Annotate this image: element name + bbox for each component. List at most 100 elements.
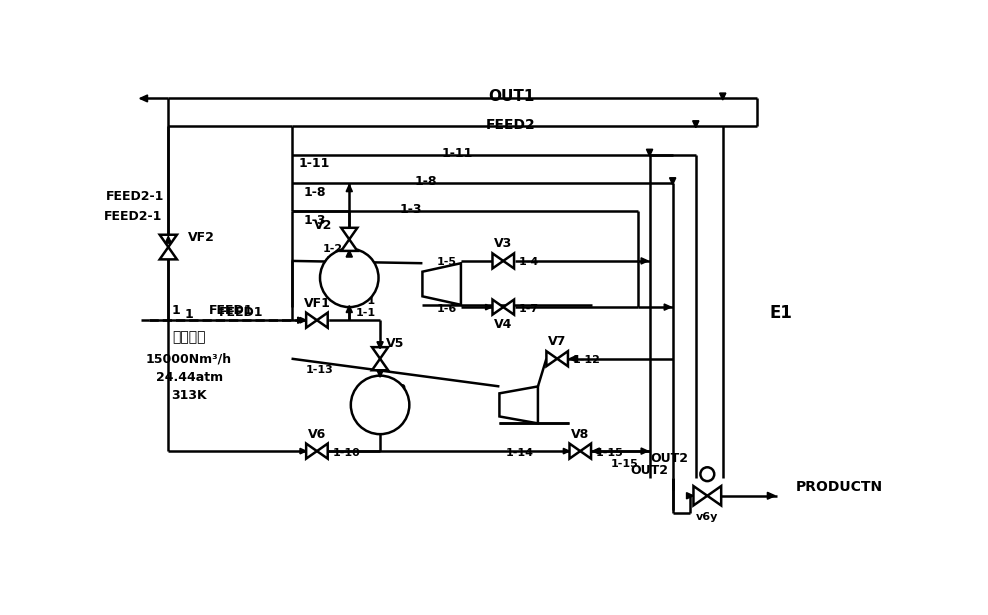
Polygon shape [140, 95, 147, 102]
Polygon shape [423, 263, 461, 305]
Polygon shape [547, 356, 553, 362]
Polygon shape [372, 359, 388, 370]
Polygon shape [569, 355, 576, 362]
Text: 1-1: 1-1 [356, 296, 375, 306]
Polygon shape [341, 239, 358, 251]
Polygon shape [346, 250, 353, 257]
Text: V6: V6 [308, 427, 326, 441]
Text: 1-12: 1-12 [573, 355, 601, 365]
Text: V8: V8 [571, 427, 590, 441]
Polygon shape [693, 121, 699, 128]
Polygon shape [346, 184, 353, 192]
Text: 1-13: 1-13 [305, 365, 333, 375]
Text: 1-11: 1-11 [442, 146, 472, 160]
Text: 24.44atm: 24.44atm [155, 371, 222, 384]
Text: V4: V4 [494, 317, 513, 330]
Polygon shape [377, 370, 383, 377]
Text: FEED2-1: FEED2-1 [106, 191, 164, 204]
Text: FEED2: FEED2 [486, 117, 535, 132]
Text: 1-15: 1-15 [611, 459, 638, 469]
Polygon shape [499, 386, 537, 423]
Text: V3: V3 [494, 237, 513, 250]
Polygon shape [563, 448, 569, 454]
Text: ET1: ET1 [426, 273, 450, 283]
Text: OUT1: OUT1 [488, 89, 535, 105]
Text: 1-14: 1-14 [506, 448, 535, 458]
Polygon shape [569, 443, 580, 459]
Text: v6y: v6y [697, 512, 718, 522]
Text: 1-15: 1-15 [596, 448, 623, 458]
Polygon shape [372, 347, 388, 359]
Text: VF1: VF1 [303, 297, 330, 310]
Text: 1-9: 1-9 [386, 384, 406, 394]
Text: 1-8: 1-8 [415, 175, 438, 188]
Text: V5: V5 [386, 337, 405, 350]
Text: BC1: BC1 [336, 271, 363, 284]
Polygon shape [492, 253, 503, 269]
Polygon shape [485, 304, 492, 310]
Polygon shape [317, 443, 328, 459]
Text: PRODUCTN: PRODUCTN [796, 480, 883, 493]
Polygon shape [503, 300, 514, 315]
Text: 1-3: 1-3 [303, 213, 326, 226]
Text: 313K: 313K [171, 389, 206, 402]
Text: 1-8: 1-8 [303, 186, 326, 199]
Polygon shape [641, 448, 648, 454]
Polygon shape [707, 486, 721, 506]
Text: OUT2: OUT2 [650, 452, 688, 466]
Text: V7: V7 [548, 335, 566, 348]
Polygon shape [646, 149, 653, 156]
Polygon shape [546, 351, 557, 367]
Polygon shape [664, 304, 671, 310]
Polygon shape [306, 443, 317, 459]
Polygon shape [503, 253, 514, 269]
Text: FEED1: FEED1 [208, 304, 253, 317]
Circle shape [320, 248, 378, 307]
Polygon shape [346, 306, 353, 312]
Polygon shape [641, 258, 648, 264]
Text: 15000Nm³/h: 15000Nm³/h [146, 352, 232, 365]
Polygon shape [160, 247, 177, 260]
Text: V2: V2 [314, 219, 332, 232]
Polygon shape [300, 317, 306, 323]
Text: BC2: BC2 [367, 399, 394, 411]
Text: FEED2-1: FEED2-1 [104, 210, 162, 223]
Polygon shape [768, 492, 775, 499]
Polygon shape [670, 178, 676, 184]
Text: 1: 1 [185, 308, 194, 320]
Polygon shape [297, 317, 304, 323]
Text: 1-3: 1-3 [399, 203, 422, 216]
Polygon shape [341, 228, 358, 239]
Polygon shape [317, 312, 328, 328]
Polygon shape [160, 235, 177, 247]
Polygon shape [165, 236, 172, 243]
Text: OUT2: OUT2 [630, 464, 669, 477]
Polygon shape [493, 258, 499, 264]
Text: 1-2: 1-2 [323, 244, 343, 255]
Polygon shape [719, 93, 726, 100]
Text: 1-10: 1-10 [332, 448, 360, 458]
Text: E1: E1 [769, 303, 792, 322]
Text: 1-5: 1-5 [437, 258, 457, 268]
Polygon shape [377, 342, 383, 349]
Text: ET2: ET2 [503, 396, 527, 406]
Polygon shape [557, 351, 568, 367]
Polygon shape [306, 312, 317, 328]
Text: 1-7: 1-7 [519, 304, 538, 314]
Text: 1-6: 1-6 [437, 304, 457, 314]
Circle shape [351, 376, 409, 434]
Polygon shape [492, 300, 503, 315]
Polygon shape [580, 443, 591, 459]
Text: 中压氮气: 中压氮气 [172, 330, 206, 344]
Text: 1-1: 1-1 [356, 308, 375, 319]
Text: FEED1: FEED1 [218, 306, 263, 319]
Text: VF2: VF2 [188, 231, 214, 244]
Text: 1-11: 1-11 [299, 157, 330, 170]
Polygon shape [300, 448, 306, 454]
Polygon shape [694, 486, 707, 506]
Polygon shape [593, 448, 600, 454]
Text: 1: 1 [172, 304, 181, 317]
Text: 1-2: 1-2 [325, 256, 346, 266]
Text: 1-4: 1-4 [519, 258, 538, 268]
Circle shape [700, 467, 714, 481]
